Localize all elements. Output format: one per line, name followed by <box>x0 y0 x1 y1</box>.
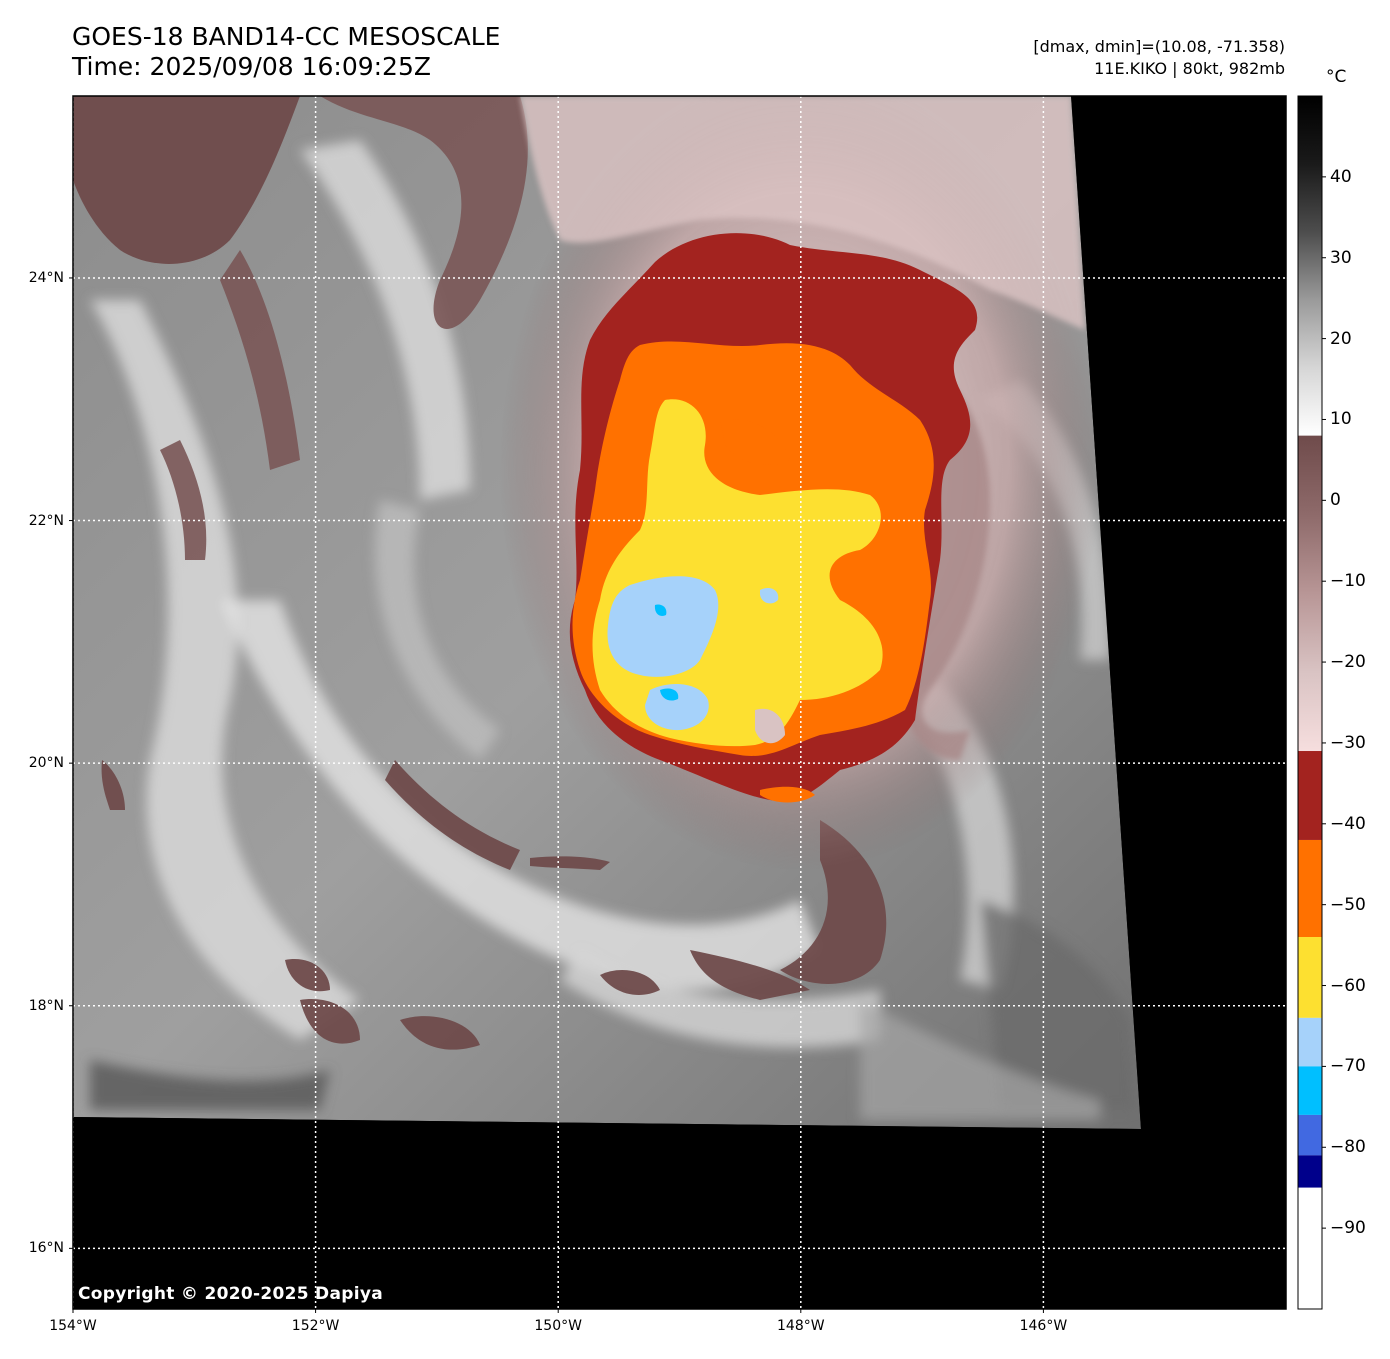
lat-label: 20°N <box>28 755 64 772</box>
cloud-bands <box>90 140 1135 1120</box>
cold-tops-inner <box>720 419 790 465</box>
colorbar-segment <box>1298 1155 1322 1188</box>
colorbar-tick-label: 0 <box>1330 490 1341 511</box>
lat-label: 18°N <box>28 997 64 1014</box>
colorbar-tick-label: −90 <box>1330 1218 1366 1239</box>
lon-label: 154°W <box>49 1318 97 1334</box>
colorbar-tick-label: 10 <box>1330 409 1352 430</box>
colorbar-tick-label: 20 <box>1330 328 1352 349</box>
lon-label: 150°W <box>534 1318 582 1334</box>
upper-outflow <box>520 96 1085 330</box>
lat-label: 16°N <box>28 1240 64 1257</box>
warm-cloud-tops <box>73 96 887 1050</box>
lon-label: 152°W <box>291 1318 340 1334</box>
colorbar-tick-label: −70 <box>1330 1056 1366 1077</box>
lon-label: 146°W <box>1019 1318 1068 1334</box>
range-info: [dmax, dmin]=(10.08, -71.358) <box>1033 37 1285 56</box>
colorbar-tick-label: −80 <box>1330 1137 1366 1158</box>
warm-notch <box>755 708 785 744</box>
cold-tops-minus-64 <box>607 576 719 677</box>
colorbar-segment <box>1298 1017 1322 1067</box>
colorbar-tick-label: 40 <box>1330 166 1352 187</box>
lat-label: 22°N <box>28 512 64 529</box>
cold-tops-minus-64-c <box>760 588 779 604</box>
colorbar-segment <box>1298 751 1322 840</box>
cold-tops-minus-70 <box>654 604 667 616</box>
colorbar-tick-label: −50 <box>1330 894 1366 915</box>
colorbar-segment <box>1298 1114 1322 1156</box>
chart-title: GOES-18 BAND14-CC MESOSCALE <box>72 22 501 51</box>
no-data-mask <box>73 96 1286 1309</box>
colorbar-frame <box>1297 95 1323 1310</box>
timestamp: Time: 2025/09/08 16:09:25Z <box>72 52 431 81</box>
storm-info: 11E.KIKO | 80kt, 982mb <box>1094 59 1285 78</box>
lat-label: 24°N <box>28 269 64 286</box>
colorbar-tick-label: −20 <box>1330 652 1366 673</box>
satellite-imagery <box>73 96 1286 1309</box>
colorbar-segment <box>1298 1066 1322 1115</box>
lon-label: 148°W <box>777 1318 825 1334</box>
colorbar-tick-label: −40 <box>1330 813 1366 834</box>
colorbar-tick-label: −30 <box>1330 732 1366 753</box>
colorbar-segment <box>1298 435 1322 752</box>
colorbar-tick-label: −60 <box>1330 975 1366 996</box>
colorbar <box>1298 96 1322 1309</box>
colorbar-tick-label: 30 <box>1330 247 1352 268</box>
map-frame <box>72 95 1287 1310</box>
cold-tops-minus-70-b <box>660 688 679 701</box>
cold-tops-south-fragment <box>760 786 815 803</box>
colorbar-tick-label: −10 <box>1330 571 1366 592</box>
colorbar-segment <box>1298 937 1322 1018</box>
colorbar-ticks <box>1322 176 1326 1229</box>
colorbar-segment <box>1298 839 1322 938</box>
map-ticks <box>69 277 1044 1313</box>
cold-tops-minus-64-b <box>645 684 709 731</box>
colorbar-segment <box>1298 1187 1322 1309</box>
colorbar-segment <box>1298 96 1322 436</box>
copyright-notice: Copyright © 2020-2025 Dapiya <box>78 1284 383 1304</box>
colorbar-unit: °C <box>1326 67 1347 87</box>
